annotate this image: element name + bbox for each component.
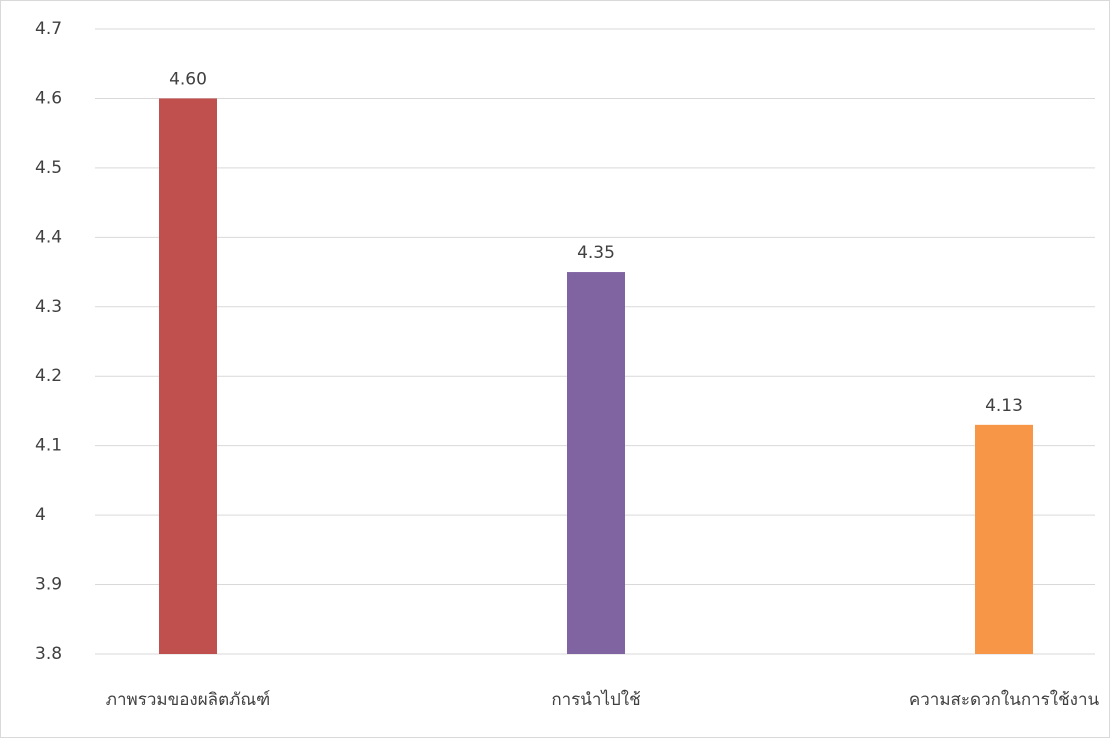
y-tick-label: 3.8: [35, 644, 62, 664]
y-tick-label: 4: [35, 505, 46, 525]
x-tick-label: ความสะดวกในการใช้งาน: [909, 689, 1100, 710]
y-tick-label: 4.2: [35, 366, 62, 386]
y-tick-label: 4.5: [35, 158, 62, 178]
x-tick-label: การนำไปใช้: [551, 689, 640, 710]
x-tick-label: ภาพรวมของผลิตภัณฑ์: [106, 690, 270, 710]
value-label: 4.35: [577, 243, 615, 263]
value-label: 4.60: [169, 69, 207, 89]
y-tick-label: 4.4: [35, 227, 62, 247]
bar: [975, 424, 1033, 654]
y-tick-label: 4.1: [35, 436, 62, 456]
y-tick-label: 4.6: [35, 88, 62, 108]
y-tick-label: 4.3: [35, 297, 62, 317]
y-tick-label: 3.9: [35, 575, 62, 595]
value-label: 4.13: [985, 396, 1023, 416]
bar: [567, 272, 625, 654]
y-tick-label: 4.7: [35, 19, 62, 39]
bar: [159, 98, 217, 654]
